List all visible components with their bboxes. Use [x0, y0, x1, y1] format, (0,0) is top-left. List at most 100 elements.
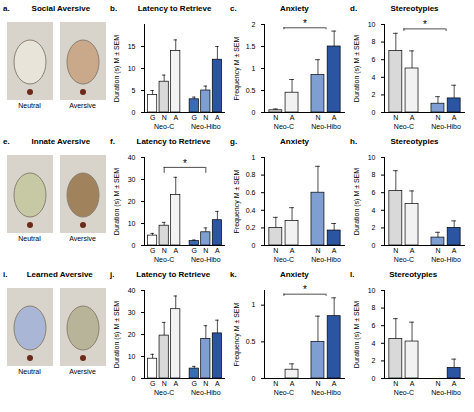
svg-text:N: N [203, 380, 208, 387]
svg-text:10: 10 [368, 154, 376, 161]
svg-text:2: 2 [252, 21, 256, 28]
svg-text:A: A [410, 114, 415, 121]
svg-text:Neo-C: Neo-C [274, 123, 294, 130]
svg-text:40: 40 [128, 154, 136, 161]
svg-text:A: A [452, 247, 457, 254]
svg-text:N: N [162, 247, 167, 254]
svg-text:4: 4 [372, 340, 376, 347]
svg-text:1: 1 [252, 154, 256, 161]
svg-text:A: A [215, 114, 220, 121]
svg-text:G: G [192, 380, 197, 387]
svg-text:N: N [162, 380, 167, 387]
svg-text:20: 20 [128, 331, 136, 338]
svg-text:N: N [393, 247, 398, 254]
svg-text:Neo-Hibo: Neo-Hibo [191, 256, 221, 263]
svg-text:6: 6 [372, 189, 376, 196]
svg-text:*: * [183, 158, 187, 169]
svg-text:G: G [150, 380, 155, 387]
svg-text:Neo-Hibo: Neo-Hibo [191, 123, 221, 130]
svg-text:10: 10 [368, 21, 376, 28]
svg-text:2: 2 [372, 91, 376, 98]
svg-text:N: N [315, 247, 320, 254]
svg-text:8: 8 [372, 304, 376, 311]
svg-text:A: A [332, 380, 337, 387]
svg-text:0.4: 0.4 [246, 207, 256, 214]
svg-text:Neo-C: Neo-C [394, 256, 414, 263]
svg-text:0.6: 0.6 [246, 189, 256, 196]
svg-text:0.8: 0.8 [246, 171, 256, 178]
svg-text:N: N [273, 247, 278, 254]
svg-text:N: N [162, 114, 167, 121]
svg-text:0: 0 [132, 109, 136, 116]
svg-text:20: 20 [128, 198, 136, 205]
svg-text:40: 40 [128, 287, 136, 294]
svg-text:N: N [273, 114, 278, 121]
svg-text:1: 1 [252, 65, 256, 72]
svg-text:10: 10 [128, 353, 136, 360]
svg-text:0: 0 [372, 109, 376, 116]
svg-text:0: 0 [132, 375, 136, 382]
svg-text:4: 4 [372, 74, 376, 81]
svg-text:10: 10 [128, 65, 136, 72]
svg-text:0.5: 0.5 [246, 87, 256, 94]
svg-text:Neo-Hibo: Neo-Hibo [431, 389, 461, 396]
svg-text:0: 0 [372, 375, 376, 382]
svg-text:N: N [203, 247, 208, 254]
svg-text:Duration (s) M ± SEM: Duration (s) M ± SEM [113, 168, 121, 235]
svg-text:8: 8 [372, 38, 376, 45]
svg-text:Neo-C: Neo-C [274, 256, 294, 263]
svg-text:Neo-C: Neo-C [154, 389, 174, 396]
svg-text:*: * [303, 18, 307, 29]
svg-text:A: A [173, 247, 178, 254]
svg-text:N: N [203, 114, 208, 121]
svg-text:Neo-Hibo: Neo-Hibo [431, 256, 461, 263]
svg-text:0.5: 0.5 [246, 338, 256, 345]
svg-text:N: N [315, 114, 320, 121]
svg-text:N: N [435, 114, 440, 121]
svg-text:A: A [332, 247, 337, 254]
svg-text:10: 10 [368, 287, 376, 294]
svg-text:A: A [290, 114, 295, 121]
svg-text:15: 15 [128, 43, 136, 50]
svg-text:Neo-C: Neo-C [154, 256, 174, 263]
svg-text:*: * [303, 284, 307, 295]
svg-text:2: 2 [372, 224, 376, 231]
svg-text:30: 30 [128, 309, 136, 316]
svg-text:A: A [410, 380, 415, 387]
svg-text:A: A [173, 380, 178, 387]
svg-text:Neo-C: Neo-C [274, 389, 294, 396]
svg-text:A: A [410, 247, 415, 254]
svg-text:Neo-C: Neo-C [154, 123, 174, 130]
svg-text:Neo-C: Neo-C [394, 389, 414, 396]
svg-text:G: G [150, 247, 155, 254]
svg-text:Duration (s) M ± SEM: Duration (s) M ± SEM [113, 301, 121, 368]
svg-text:1: 1 [252, 301, 256, 308]
svg-text:A: A [452, 380, 457, 387]
svg-text:Neo-Hibo: Neo-Hibo [431, 123, 461, 130]
svg-text:Frequency M ± SEM: Frequency M ± SEM [233, 302, 241, 366]
svg-text:0: 0 [252, 375, 256, 382]
svg-text:1.5: 1.5 [246, 43, 256, 50]
svg-text:G: G [192, 247, 197, 254]
svg-text:5: 5 [132, 87, 136, 94]
svg-text:N: N [435, 380, 440, 387]
svg-text:0: 0 [252, 242, 256, 249]
svg-text:Neo-Hibo: Neo-Hibo [191, 389, 221, 396]
svg-text:Frequency M ± SEM: Frequency M ± SEM [233, 169, 241, 233]
svg-text:4: 4 [372, 207, 376, 214]
svg-text:A: A [173, 114, 178, 121]
svg-text:G: G [192, 114, 197, 121]
svg-text:A: A [452, 114, 457, 121]
svg-text:Duration (s) M ± SEM: Duration (s) M ± SEM [353, 35, 361, 102]
svg-text:10: 10 [128, 220, 136, 227]
svg-text:Neo-C: Neo-C [394, 123, 414, 130]
svg-text:A: A [290, 247, 295, 254]
svg-text:A: A [215, 380, 220, 387]
svg-text:Neo-Hibo: Neo-Hibo [311, 256, 341, 263]
svg-text:6: 6 [372, 56, 376, 63]
svg-text:Duration (s) M ± SEM: Duration (s) M ± SEM [353, 168, 361, 235]
svg-text:Neo-Hibo: Neo-Hibo [311, 389, 341, 396]
svg-text:0: 0 [252, 109, 256, 116]
svg-text:Frequency M ± SEM: Frequency M ± SEM [233, 36, 241, 100]
svg-text:0: 0 [132, 242, 136, 249]
